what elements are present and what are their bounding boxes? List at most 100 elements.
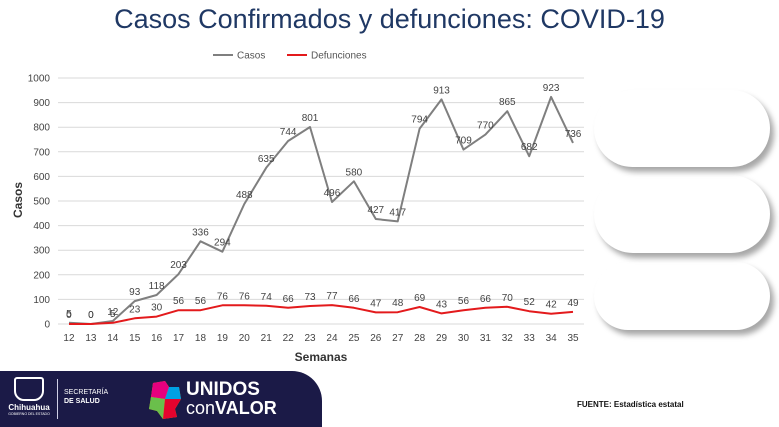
series-lines (68, 95, 574, 325)
secretaria-line1: SECRETARÍA (64, 389, 109, 396)
x-tick-label: 27 (392, 333, 404, 344)
x-tick-label: 33 (524, 333, 536, 344)
y-tick-label: 600 (33, 172, 50, 183)
callout-label: confirmados (638, 196, 726, 213)
callout-label: Casos (659, 177, 705, 194)
campaign-valor: VALOR (215, 398, 277, 418)
x-tick-label: 18 (195, 333, 207, 344)
x-tick-label: 31 (480, 333, 492, 344)
x-tick-label: 12 (63, 333, 75, 344)
data-label: 66 (283, 294, 295, 305)
x-tick-label: 22 (283, 333, 295, 344)
source-note: FUENTE: Estadística estatal (577, 400, 684, 409)
state-subtitle: GOBIERNO DEL ESTADO (8, 412, 50, 416)
y-axis: 0 100 200 300 400 500 600 700 800 900 1000 (28, 74, 51, 331)
data-label: 913 (433, 85, 450, 96)
y-tick-label: 900 (33, 98, 50, 109)
series-line-defunciones (69, 304, 574, 325)
data-label: 74 (261, 292, 273, 303)
data-label: 52 (524, 297, 536, 308)
y-tick-label: 300 (33, 246, 50, 257)
callout-cumulative-cases: Casos Confirmados acumulados 12,957 (594, 90, 770, 167)
callout-value: 1,247 (663, 306, 701, 324)
x-tick-label: 34 (546, 333, 558, 344)
data-label: 69 (414, 293, 426, 304)
data-label: 923 (543, 83, 560, 94)
data-label: 76 (217, 291, 229, 302)
data-label: 5 (110, 309, 116, 320)
legend-label: Defunciones (311, 51, 367, 62)
data-label: 427 (367, 205, 384, 216)
callout-label: Casos (659, 91, 705, 109)
data-label: 0 (88, 310, 94, 321)
callout-label: Confirmados (636, 110, 728, 128)
y-tick-label: 700 (33, 147, 50, 158)
x-tick-label: 35 (567, 333, 579, 344)
x-tick-label: 30 (458, 333, 470, 344)
data-label: 770 (477, 121, 494, 132)
campaign-title: UNIDOS (186, 379, 260, 400)
chart-legend: Casos Defunciones (213, 51, 367, 62)
x-axis-title: Semanas (295, 350, 348, 364)
data-label: 794 (411, 115, 428, 126)
campaign-subtitle: conVALOR (186, 398, 277, 418)
data-label: 49 (567, 298, 579, 309)
series-line-casos (68, 95, 574, 325)
data-label: 5 (66, 309, 72, 320)
data-label: 56 (458, 296, 470, 307)
callout-cumulative-deaths: Defunciones acumuladas 1,247 (594, 262, 770, 330)
secretaria-logo: SECRETARÍA DE SALUD (64, 388, 108, 406)
data-label: 43 (436, 299, 448, 310)
data-label: 635 (258, 154, 275, 165)
x-tick-label: 13 (85, 333, 97, 344)
y-tick-label: 100 (33, 295, 50, 306)
data-label: 0 (88, 310, 94, 321)
legend-label: Casos (237, 51, 265, 62)
callout-label: últimas 24 hrs. (629, 215, 735, 232)
data-label: 76 (239, 291, 251, 302)
x-tick-label: 14 (107, 333, 119, 344)
x-tick-label: 32 (502, 333, 514, 344)
callout-label: acumulados (638, 129, 726, 147)
callout-value: 12,957 (659, 148, 705, 166)
x-tick-label: 17 (173, 333, 185, 344)
data-label: 118 (149, 281, 165, 292)
state-map-icon (149, 381, 181, 419)
data-label: 744 (280, 127, 297, 138)
x-axis: 12 13 14 15 16 17 18 19 20 21 22 23 24 25 26 27 28 29 30 31… (63, 333, 579, 344)
data-label: 47 (370, 298, 382, 309)
shield-icon (14, 377, 44, 401)
data-label: 0 (66, 310, 72, 321)
x-tick-label: 20 (239, 333, 251, 344)
data-label: 70 (502, 293, 514, 304)
data-label: 12 (107, 307, 119, 318)
x-tick-label: 21 (261, 333, 273, 344)
callout-label: acumuladas (638, 287, 726, 305)
y-tick-label: 500 (33, 197, 50, 208)
data-label: 580 (346, 167, 363, 178)
data-label: 42 (546, 300, 558, 311)
secretaria-line2: DE SALUD (64, 398, 100, 405)
y-tick-label: 200 (33, 270, 50, 281)
x-tick-label: 28 (414, 333, 426, 344)
chihuahua-logo: Chihuahua GOBIERNO DEL ESTADO (6, 377, 52, 416)
data-label: 73 (304, 292, 316, 303)
y-tick-label: 1000 (28, 74, 51, 85)
data-label: 23 (129, 304, 141, 315)
data-label: 496 (324, 188, 341, 199)
data-label: 865 (499, 97, 516, 108)
x-tick-label: 16 (151, 333, 163, 344)
data-label: 30 (151, 303, 163, 314)
x-tick-label: 15 (129, 333, 141, 344)
data-label: 294 (214, 238, 231, 249)
x-tick-label: 23 (304, 333, 316, 344)
x-tick-label: 26 (370, 333, 382, 344)
footer-divider (57, 379, 58, 419)
y-tick-label: 400 (33, 221, 50, 232)
state-name: Chihuahua (8, 403, 50, 412)
data-label: 48 (392, 298, 404, 309)
y-tick-label: 0 (44, 320, 50, 331)
x-tick-label: 19 (217, 333, 229, 344)
data-label: 336 (192, 227, 209, 238)
